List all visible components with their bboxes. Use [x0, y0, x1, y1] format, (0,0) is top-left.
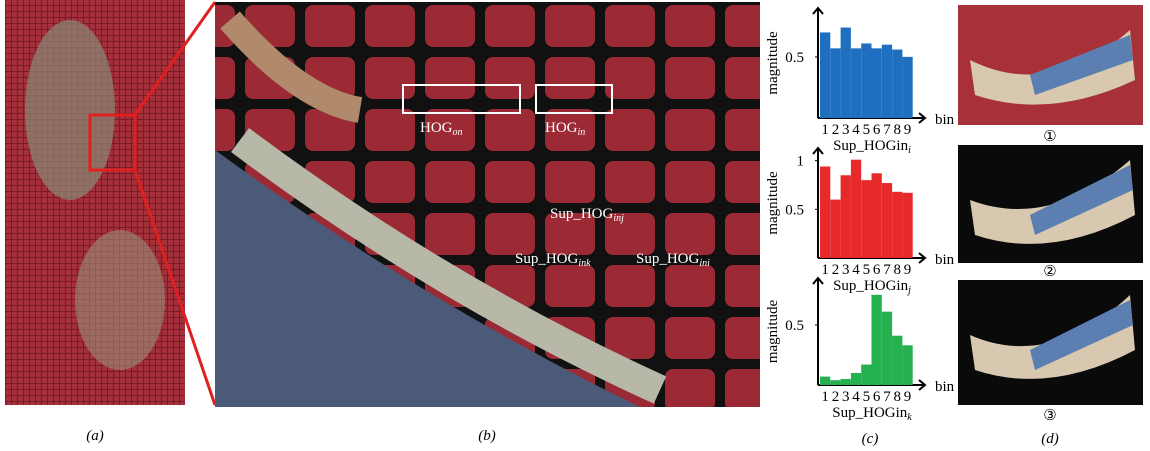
bar — [841, 379, 851, 385]
x-tick-label: 5 — [863, 389, 871, 405]
x-tick-label: 9 — [904, 262, 912, 278]
x-tick-label: 7 — [883, 262, 891, 278]
x-tick-label: 4 — [852, 262, 860, 278]
y-tick-label: 0.5 — [785, 50, 804, 66]
result-number: ③ — [1043, 408, 1056, 424]
panel-caption: (c) — [862, 431, 879, 447]
x-tick-label: 6 — [873, 389, 881, 405]
x-tick-label: 1 — [821, 262, 829, 278]
bar — [902, 57, 912, 118]
bar — [902, 345, 912, 385]
x-tick-label: 8 — [894, 122, 902, 138]
y-axis-label: magnitude — [765, 171, 781, 235]
x-tick-label: 8 — [894, 262, 902, 278]
bar — [841, 28, 851, 118]
bar — [830, 48, 840, 118]
bar — [851, 48, 861, 118]
zoom-label: Sup_HOGinj — [550, 206, 624, 224]
x-tick-label: 3 — [842, 389, 850, 405]
bar — [830, 200, 840, 258]
y-axis-label: magnitude — [765, 300, 781, 364]
bar — [820, 166, 830, 258]
zoom-label-main: Sup_HOG — [515, 251, 579, 267]
y-tick-label: 0.5 — [785, 202, 804, 218]
bar — [851, 160, 861, 258]
bar — [872, 48, 882, 118]
zoom-label-main: HOG — [420, 120, 453, 136]
bar — [841, 175, 851, 258]
x-tick-label: 2 — [832, 122, 840, 138]
bar — [892, 336, 902, 385]
x-tick-label: 2 — [832, 262, 840, 278]
bar — [861, 43, 871, 118]
y-tick-label: 1 — [797, 154, 805, 170]
bar — [830, 380, 840, 385]
zoom-label-main: HOG — [545, 120, 578, 136]
x-tick-label: 9 — [904, 389, 912, 405]
zoom-label-sub: ini — [699, 258, 710, 269]
bar — [882, 183, 892, 258]
zoom-label-main: Sup_HOG — [636, 251, 700, 267]
figure-motif — [25, 20, 115, 200]
figure: HOGonHOGinSup_HOGinjSup_HOGinkSup_HOGini… — [0, 0, 1150, 451]
bar — [882, 45, 892, 118]
x-axis-end-label: bin — [935, 112, 955, 128]
bar — [820, 377, 830, 385]
x-axis-label: Sup_HOGinj — [833, 278, 911, 296]
bar — [851, 373, 861, 385]
zoom-label-sub: inj — [613, 213, 624, 224]
x-axis-end-label: bin — [935, 252, 955, 268]
x-tick-label: 8 — [894, 389, 902, 405]
bar — [872, 173, 882, 258]
x-tick-label: 2 — [832, 389, 840, 405]
result-number: ① — [1043, 129, 1056, 145]
result-number: ② — [1043, 264, 1056, 280]
bar — [892, 50, 902, 118]
bar — [892, 192, 902, 258]
bar — [820, 32, 830, 118]
x-tick-label: 7 — [883, 389, 891, 405]
bar — [861, 365, 871, 385]
x-tick-label: 4 — [852, 389, 860, 405]
bar — [872, 295, 882, 385]
x-axis-label-sub: k — [907, 412, 912, 423]
x-tick-label: 4 — [852, 122, 860, 138]
bar — [882, 312, 892, 385]
figure-motif — [75, 230, 165, 370]
zoom-label-sub: in — [578, 127, 586, 138]
x-axis-label-main: Sup_HOGin — [833, 138, 909, 154]
x-tick-label: 7 — [883, 122, 891, 138]
x-axis-label-sub: i — [908, 145, 911, 156]
panel-caption: (d) — [1041, 431, 1059, 447]
x-tick-label: 1 — [821, 389, 829, 405]
zoom-label-main: Sup_HOG — [550, 206, 614, 222]
zoom-label-sub: on — [453, 127, 463, 138]
x-axis-label-main: Sup_HOGin — [832, 405, 908, 421]
x-axis-label-main: Sup_HOGin — [833, 278, 909, 294]
zoom-label: Sup_HOGini — [636, 251, 710, 269]
bar — [861, 180, 871, 258]
x-tick-label: 3 — [842, 262, 850, 278]
x-tick-label: 1 — [821, 122, 829, 138]
panel-caption: (b) — [478, 428, 496, 444]
x-tick-label: 6 — [873, 262, 881, 278]
zoom-label-sub: ink — [578, 258, 591, 269]
bar — [902, 193, 912, 258]
x-tick-label: 9 — [904, 122, 912, 138]
x-axis-end-label: bin — [935, 379, 955, 395]
panel-caption: (a) — [86, 428, 104, 444]
x-tick-label: 5 — [863, 122, 871, 138]
x-axis-label: Sup_HOGink — [832, 405, 912, 423]
y-tick-label: 0.5 — [785, 318, 804, 334]
x-tick-label: 6 — [873, 122, 881, 138]
x-tick-label: 5 — [863, 262, 871, 278]
x-tick-label: 3 — [842, 122, 850, 138]
x-axis-label: Sup_HOGini — [833, 138, 911, 156]
y-axis-label: magnitude — [765, 31, 781, 95]
